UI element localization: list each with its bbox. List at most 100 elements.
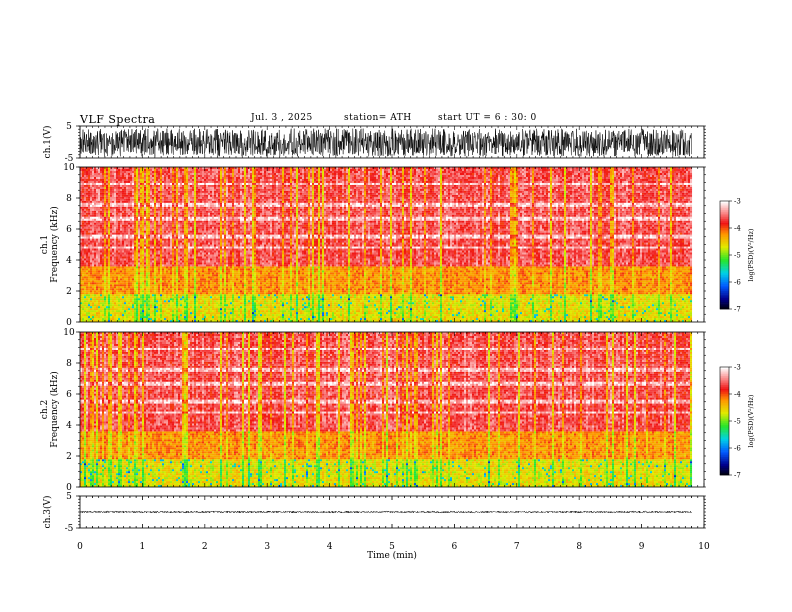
spectrogram-cell: [472, 308, 474, 310]
spectrogram-cell: [506, 310, 508, 312]
spectrogram-cell: [112, 306, 114, 308]
spectrogram-cell: [206, 310, 208, 312]
spectrogram-cell: [410, 314, 412, 316]
spectrogram-cell: [576, 312, 578, 314]
spectrogram-cell: [634, 314, 636, 316]
spectrogram-cell: [608, 306, 610, 308]
spectrogram-cell: [422, 312, 424, 314]
spectrogram-cell: [440, 312, 442, 314]
spectrogram-cell: [390, 310, 392, 312]
spectrogram-cell: [286, 310, 288, 312]
spectrogram-cell: [592, 308, 594, 310]
spectrogram-cell: [496, 306, 498, 308]
spectrogram-cell: [108, 318, 110, 320]
spectrogram-cell: [322, 302, 324, 304]
spectrogram-cell: [234, 318, 236, 320]
spectrogram-cell: [132, 316, 134, 318]
spectrogram-cell: [560, 310, 562, 312]
spectrogram-cell: [640, 314, 642, 316]
spectrogram-cell: [292, 318, 294, 320]
spectrogram-cell: [434, 308, 436, 310]
spectrogram-cell: [354, 318, 356, 320]
spectrogram-cell: [452, 306, 454, 308]
spectrogram-cell: [458, 310, 460, 312]
spectrogram-cell: [630, 314, 632, 316]
spectrogram-cell: [588, 302, 590, 304]
spectrogram-cell: [502, 312, 504, 314]
spectrogram-cell: [326, 318, 328, 320]
spectrogram-cell: [634, 316, 636, 318]
spectrogram-cell: [444, 312, 446, 314]
spectrogram-cell: [682, 304, 684, 306]
spectrogram-cell: [190, 316, 192, 318]
spectrogram-cell: [374, 316, 376, 318]
spectrogram-cell: [140, 318, 142, 320]
spectrogram-cell: [494, 310, 496, 312]
spectrogram-cell: [546, 306, 548, 308]
spectrogram-cell: [248, 316, 250, 318]
spectrogram-cell: [408, 304, 410, 306]
spectrogram-cell: [676, 316, 678, 318]
spectrogram-cell: [666, 304, 668, 306]
spectrogram-cell: [256, 312, 258, 314]
spectrogram-cell: [160, 302, 162, 304]
spectrogram-cell: [446, 318, 448, 320]
spectrogram-cell: [398, 304, 400, 306]
spectrogram-cell: [330, 308, 332, 310]
spectrogram-cell: [438, 304, 440, 306]
spectrogram-cell: [236, 316, 238, 318]
spectrogram-cell: [186, 316, 188, 318]
spectrogram-cell: [570, 306, 572, 308]
spectrogram-cell: [684, 310, 686, 312]
spectrogram-cell: [352, 312, 354, 314]
spectrogram-cell: [156, 308, 158, 310]
spectrogram-cell: [386, 308, 388, 310]
spectrogram-cell: [642, 308, 644, 310]
spectrogram-cell: [616, 306, 618, 308]
spectrogram-cell: [326, 310, 328, 312]
spectrogram-cell: [344, 314, 346, 316]
spectrogram-cell: [294, 308, 296, 310]
spectrogram-cell: [416, 318, 418, 320]
spectrogram-cell: [326, 314, 328, 316]
spectrogram-cell: [652, 306, 654, 308]
spectrogram-cell: [546, 318, 548, 320]
spectrogram-cell: [482, 302, 484, 304]
spectrogram-cell: [102, 312, 104, 314]
spectrogram-cell: [558, 306, 560, 308]
spectrogram-cell: [422, 304, 424, 306]
spectrogram-cell: [152, 318, 154, 320]
spectrogram-cell: [98, 308, 100, 310]
spectrogram-cell: [242, 318, 244, 320]
spectrogram-cell: [376, 314, 378, 316]
spectrogram-cell: [214, 306, 216, 308]
spectrogram-cell: [378, 318, 380, 320]
spectrogram-cell: [568, 310, 570, 312]
spectrogram-cell: [578, 306, 580, 308]
spectrogram-cell: [394, 318, 396, 320]
spectrogram-cell: [368, 312, 370, 314]
spectrogram-cell: [256, 314, 258, 316]
spectrogram-cell: [280, 312, 282, 314]
spectrogram-cell: [454, 316, 456, 318]
spectrogram-cell: [582, 308, 584, 310]
spectrogram-cell: [320, 316, 322, 318]
spectrogram-cell: [624, 308, 626, 310]
spectrogram-cell: [550, 308, 552, 310]
spectrogram-cell: [586, 312, 588, 314]
spectrogram-cell: [134, 316, 136, 318]
spectrogram-cell: [282, 316, 284, 318]
spectrogram-cell: [98, 310, 100, 312]
spectrogram-cell: [546, 304, 548, 306]
spectrogram-cell: [316, 302, 318, 304]
spectrogram-cell: [148, 318, 150, 320]
spectrogram-cell: [368, 306, 370, 308]
spectrogram-cell: [594, 316, 596, 318]
spectrogram-cell: [394, 312, 396, 314]
spectrogram-cell: [648, 310, 650, 312]
spectrogram-cell: [194, 306, 196, 308]
spectrogram-cell: [536, 316, 538, 318]
spectrogram-cell: [598, 304, 600, 306]
spectrogram-cell: [312, 318, 314, 320]
spectrogram-cell: [398, 316, 400, 318]
